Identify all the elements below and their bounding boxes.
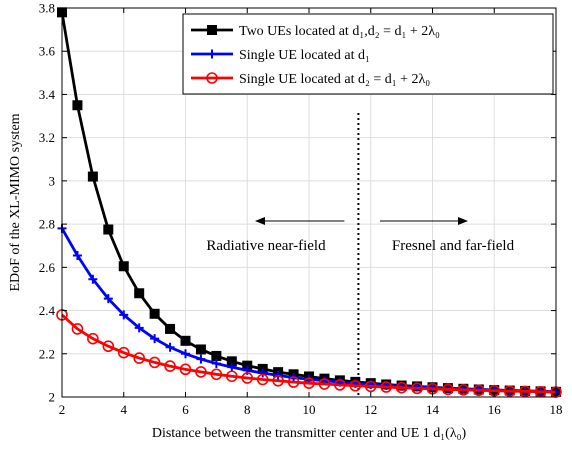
data-point (241, 372, 254, 384)
x-tick-label: 2 (59, 402, 66, 417)
data-point (227, 362, 237, 372)
data-point (195, 366, 207, 378)
y-tick-label: 2.6 (39, 260, 56, 275)
data-point (196, 354, 206, 364)
annotation-fresnel-far-field: Fresnel and far-field (392, 238, 515, 254)
data-point (165, 323, 176, 334)
data-point (318, 378, 331, 390)
legend-box (182, 13, 554, 95)
data-point (72, 250, 82, 260)
data-point (134, 288, 145, 299)
data-point (473, 384, 485, 397)
y-tick-label: 2.2 (39, 346, 55, 361)
y-tick-label: 3.6 (39, 44, 56, 59)
tick-labels: 2 4 6 8 10 12 14 16 18 2 2.2 2.4 2.6 2.8 3 3.2 3.4 3.6 3.8 (39, 1, 563, 418)
data-point (256, 373, 269, 386)
data-point (87, 171, 98, 182)
legend-label: Two UEs located at d₁,d₂ = d₁ + 2λ₀ (239, 24, 440, 39)
data-point (334, 379, 346, 391)
data-point (503, 385, 516, 397)
legend-marker (207, 49, 217, 59)
data-point (442, 383, 454, 396)
annotation-layer: Radiative near-field Fresnel and far-fie… (206, 217, 515, 254)
data-point (395, 381, 408, 394)
data-point (349, 379, 362, 392)
data-point (71, 323, 84, 335)
annotation-radiative-near-field: Radiative near-field (206, 238, 326, 254)
data-point (181, 349, 190, 359)
y-tick-label: 3.8 (39, 1, 55, 16)
x-tick-label: 16 (488, 402, 502, 417)
data-point (150, 334, 160, 344)
y-axis-label: EDoF of the XL-MIMO system (8, 113, 23, 291)
x-tick-label: 14 (426, 402, 440, 417)
data-point (457, 384, 470, 396)
legend-label: Single UE located at d₁ (239, 48, 370, 63)
y-tick-label: 2.4 (39, 303, 56, 318)
data-point (287, 376, 300, 388)
data-point (165, 342, 175, 352)
legend-entry-3: Single UE located at d₂ = d₁ + 2λ₀ (191, 72, 430, 87)
data-point (195, 344, 206, 355)
data-point (119, 310, 129, 320)
data-point (179, 363, 192, 376)
data-point (88, 274, 98, 284)
data-point (226, 370, 238, 383)
data-point (72, 100, 83, 111)
series-3 (56, 309, 562, 398)
data-point (117, 346, 130, 359)
data-point (272, 374, 284, 387)
data-point (210, 368, 223, 381)
data-point (519, 385, 531, 398)
data-point (102, 340, 115, 353)
data-point (87, 332, 99, 345)
data-point (411, 382, 423, 395)
x-tick-label: 10 (303, 402, 316, 417)
legend-entry-1: Two UEs located at d₁,d₂ = d₁ + 2λ₀ (191, 24, 440, 39)
data-point (211, 359, 221, 369)
legend-label: Single UE located at d₂ = d₁ + 2λ₀ (239, 72, 430, 87)
legend: Two UEs located at d₁,d₂ = d₁ + 2λ₀ Singl… (182, 13, 554, 95)
y-tick-label: 3.2 (39, 130, 55, 145)
data-point (364, 380, 377, 393)
data-point (258, 368, 268, 378)
x-tick-label: 4 (121, 402, 128, 417)
y-tick-label: 2 (49, 390, 56, 405)
x-tick-label: 12 (364, 402, 377, 417)
legend-marker (206, 72, 218, 84)
x-tick-label: 18 (550, 402, 563, 417)
data-point (149, 308, 160, 319)
data-point (133, 352, 145, 364)
data-point (180, 335, 191, 346)
data-point (164, 360, 176, 372)
x-axis-label: Distance between the transmitter center … (152, 426, 467, 441)
data-point (303, 377, 315, 389)
x-tick-label: 8 (244, 402, 251, 417)
data-point (103, 294, 113, 304)
legend-marker (207, 25, 217, 35)
data-point (118, 261, 129, 272)
data-point (103, 224, 114, 235)
legend-entry-2: Single UE located at d₁ (191, 48, 370, 63)
y-tick-label: 2.8 (39, 217, 55, 232)
y-tick-label: 3 (49, 173, 56, 188)
data-point (148, 356, 161, 369)
data-point (134, 323, 144, 333)
y-tick-label: 3.4 (39, 87, 56, 102)
data-point (380, 381, 392, 393)
x-tick-label: 6 (182, 402, 189, 417)
